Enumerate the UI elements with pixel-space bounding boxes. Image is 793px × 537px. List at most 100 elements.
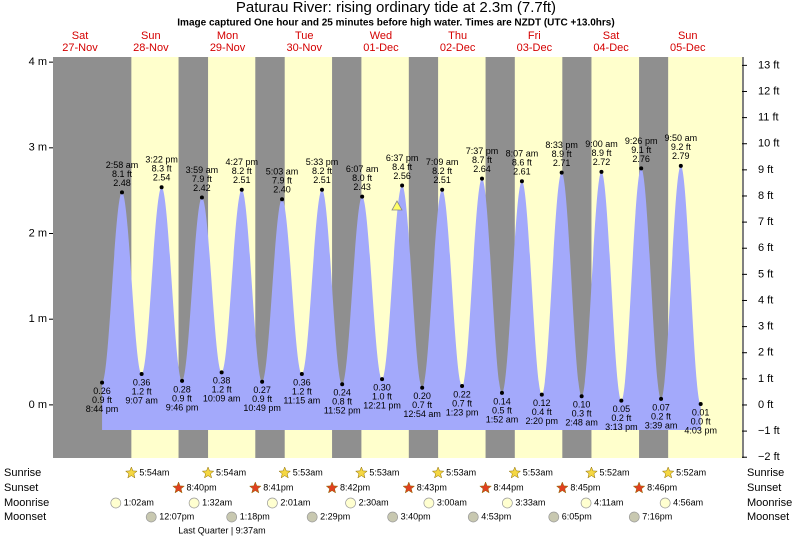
day-weekday: Sun (678, 30, 698, 42)
y-tick-label: 2 m (29, 227, 47, 239)
tide-label: 2.56 (393, 171, 411, 181)
tide-label: 1.0 ft (372, 392, 393, 402)
sunset-time: 8:43pm (417, 482, 447, 492)
tide-label: 2.71 (553, 158, 571, 168)
tide-label: 9:00 am (585, 139, 618, 149)
moonrise-time: 4:56am (673, 497, 703, 507)
day-date: 02-Dec (440, 42, 476, 54)
y-tick-label: 1 m (29, 313, 47, 325)
tide-label: 2.72 (593, 157, 611, 167)
tide-point (619, 398, 624, 403)
tide-label: 6:37 pm (386, 153, 419, 163)
tide-point (360, 194, 365, 199)
tide-label: 3:39 am (645, 420, 678, 430)
tide-label: 3:59 am (186, 165, 219, 175)
sunrise-time: 5:53am (293, 467, 323, 477)
tide-label: 9:07 am (125, 395, 158, 405)
sunset-time: 8:44pm (494, 482, 524, 492)
tide-point (698, 402, 703, 407)
tide-label: 10:09 am (203, 394, 241, 404)
sunset-time: 8:42pm (340, 482, 370, 492)
tide-label: 8.6 ft (512, 158, 533, 168)
y2-tick-label: 8 ft (758, 190, 773, 202)
tide-label: 11:15 am (283, 395, 320, 405)
tide-point (519, 179, 524, 184)
tide-label: 2.40 (273, 185, 291, 195)
tide-label: 8.2 ft (312, 166, 333, 176)
day-date: 04-Dec (593, 42, 629, 54)
tide-label: 8:33 pm (545, 140, 578, 150)
sunrise-time: 5:53am (369, 467, 399, 477)
tide-label: 0.4 ft (532, 407, 553, 417)
moonrise-time: 2:30am (359, 497, 389, 507)
moonrise-icon (580, 497, 592, 509)
tide-point (119, 190, 124, 195)
tide-point (400, 183, 405, 188)
tide-label: 12:54 am (403, 409, 441, 419)
y2-tick-label: 11 ft (758, 112, 779, 124)
moonset-time: 12:07pm (159, 511, 194, 521)
tide-label: 1:23 pm (446, 407, 479, 417)
tide-label: 0.22 (453, 389, 471, 399)
moonset-time: 6:05pm (562, 511, 592, 521)
y2-tick-label: 5 ft (758, 268, 773, 280)
moonset-icon (306, 511, 318, 523)
tide-label: 8.2 ft (232, 166, 253, 176)
tide-point (460, 384, 465, 389)
tide-point (539, 392, 544, 397)
sunrise-icon (508, 466, 522, 479)
tide-label: 8:44 pm (86, 404, 119, 414)
tide-label: 2.79 (672, 151, 690, 161)
moonset-time: 1:18pm (240, 511, 270, 521)
tide-label: 0.24 (333, 388, 351, 398)
tide-label: 0.36 (133, 377, 151, 387)
row-label: Sunset (747, 482, 781, 494)
tide-label: 7.9 ft (192, 174, 213, 184)
tide-label: 2.48 (113, 178, 131, 188)
tide-label: 7:09 am (426, 157, 459, 167)
y-tick-label: 0 m (29, 399, 47, 411)
tide-label: 9:26 pm (625, 136, 658, 146)
moonset-icon (226, 511, 238, 523)
tide-label: 1.2 ft (212, 385, 233, 395)
moonrise-time: 2:01am (280, 497, 310, 507)
day-weekday: Mon (217, 30, 238, 42)
tide-label: 2:20 pm (526, 416, 559, 426)
y2-tick-label: 0 ft (758, 399, 773, 411)
tide-label: 2:58 am (106, 160, 139, 170)
tide-label: 0.36 (293, 377, 311, 387)
tide-point (440, 187, 445, 192)
moonset-icon (145, 511, 157, 523)
y2-tick-label: 4 ft (758, 294, 773, 306)
moonrise-icon (345, 497, 356, 509)
tide-label: 2.54 (153, 173, 171, 183)
tide-point (639, 166, 644, 171)
tide-point (159, 185, 164, 190)
tide-label: 3:22 pm (145, 155, 178, 165)
tide-point (559, 170, 564, 175)
sunrise-icon (124, 466, 138, 479)
tide-label: 2.43 (353, 182, 371, 192)
chart-subtitle: Image captured One hour and 25 minutes b… (177, 18, 614, 29)
moonset-time: 7:16pm (642, 511, 672, 521)
tide-label: 0.8 ft (332, 397, 353, 407)
row-label: Moonset (747, 511, 789, 523)
tide-label: 10:49 pm (243, 403, 281, 413)
day-date: 01-Dec (363, 42, 399, 54)
sunset-icon (325, 481, 339, 494)
tide-label: 1.2 ft (132, 386, 153, 396)
moonrise-time: 1:02am (124, 497, 154, 507)
tide-label: 8.3 ft (152, 164, 173, 174)
tide-label: 1:52 am (486, 414, 519, 424)
chart-title: Paturau River: rising ordinary tide at 2… (236, 0, 556, 16)
sunrise-icon (201, 466, 215, 479)
tide-label: 7:37 pm (466, 146, 499, 156)
moonset-time: 2:29pm (320, 511, 350, 521)
moonset-icon (628, 511, 640, 523)
day-weekday: Fri (528, 30, 541, 42)
sunrise-time: 5:54am (216, 467, 246, 477)
tide-label: 8.2 ft (432, 166, 453, 176)
y2-tick-label: 3 ft (758, 321, 773, 333)
tide-label: 0.07 (652, 402, 670, 412)
tide-point (199, 195, 204, 200)
